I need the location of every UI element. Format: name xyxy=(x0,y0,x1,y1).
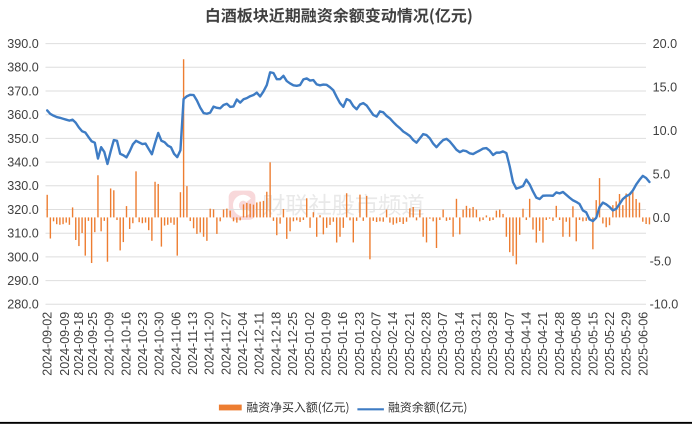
svg-text:2025-03-07: 2025-03-07 xyxy=(436,312,450,376)
svg-text:300.0: 300.0 xyxy=(7,250,39,264)
svg-text:2025-04-14: 2025-04-14 xyxy=(520,312,534,376)
svg-text:2024-10-23: 2024-10-23 xyxy=(136,312,150,376)
svg-text:2025-03-28: 2025-03-28 xyxy=(486,312,500,376)
svg-text:2024-09-25: 2024-09-25 xyxy=(86,312,100,376)
svg-text:2024-12-04: 2024-12-04 xyxy=(236,312,250,376)
svg-text:2024-10-09: 2024-10-09 xyxy=(103,312,117,376)
svg-text:280.0: 280.0 xyxy=(7,298,39,312)
svg-text:2024-12-25: 2024-12-25 xyxy=(286,312,300,376)
svg-text:380.0: 380.0 xyxy=(7,61,39,75)
svg-text:2025-05-29: 2025-05-29 xyxy=(620,312,634,376)
svg-text:340.0: 340.0 xyxy=(7,156,39,170)
svg-text:310.0: 310.0 xyxy=(7,227,39,241)
svg-text:2024-11-06: 2024-11-06 xyxy=(169,312,183,375)
svg-text:2025-03-14: 2025-03-14 xyxy=(453,312,467,376)
svg-text:2025-03-21: 2025-03-21 xyxy=(470,312,484,376)
svg-text:370.0: 370.0 xyxy=(7,84,39,98)
svg-text:2025-02-28: 2025-02-28 xyxy=(419,312,433,376)
svg-text:2024-11-27: 2024-11-27 xyxy=(219,312,233,375)
svg-text:2024-09-02: 2024-09-02 xyxy=(40,312,54,376)
svg-text:-5.0: -5.0 xyxy=(650,254,672,268)
svg-text:2024-10-16: 2024-10-16 xyxy=(119,312,133,376)
svg-text:0.0: 0.0 xyxy=(653,211,671,225)
svg-text:2024-11-13: 2024-11-13 xyxy=(186,312,200,375)
svg-text:330.0: 330.0 xyxy=(7,179,39,193)
svg-text:350.0: 350.0 xyxy=(7,132,39,146)
svg-text:390.0: 390.0 xyxy=(7,37,39,51)
svg-text:2025-02-21: 2025-02-21 xyxy=(403,312,417,376)
svg-text:2024-12-11: 2024-12-11 xyxy=(253,312,267,375)
svg-text:320.0: 320.0 xyxy=(7,203,39,217)
svg-text:2025-02-07: 2025-02-07 xyxy=(369,312,383,376)
svg-text:10.0: 10.0 xyxy=(653,124,678,138)
svg-text:360.0: 360.0 xyxy=(7,108,39,122)
svg-text:2024-10-30: 2024-10-30 xyxy=(153,312,167,376)
svg-text:2025-01-23: 2025-01-23 xyxy=(353,312,367,376)
svg-text:2025-01-02: 2025-01-02 xyxy=(303,312,317,376)
svg-text:2024-09-18: 2024-09-18 xyxy=(72,312,86,376)
svg-text:2025-01-16: 2025-01-16 xyxy=(336,312,350,376)
svg-text:2024-09-09: 2024-09-09 xyxy=(58,312,72,376)
svg-text:2024-11-20: 2024-11-20 xyxy=(203,312,217,375)
svg-text:2025-04-21: 2025-04-21 xyxy=(536,312,550,376)
svg-text:2025-04-07: 2025-04-07 xyxy=(503,312,517,376)
svg-text:2025-05-22: 2025-05-22 xyxy=(603,312,617,376)
svg-text:2025-01-09: 2025-01-09 xyxy=(319,312,333,376)
svg-text:2025-04-28: 2025-04-28 xyxy=(553,312,567,376)
svg-text:2025-05-15: 2025-05-15 xyxy=(586,312,600,376)
svg-text:290.0: 290.0 xyxy=(7,274,39,288)
svg-text:2025-02-14: 2025-02-14 xyxy=(386,312,400,376)
svg-text:2024-12-18: 2024-12-18 xyxy=(269,312,283,376)
svg-text:20.0: 20.0 xyxy=(653,37,678,51)
svg-text:2025-06-06: 2025-06-06 xyxy=(636,312,650,376)
svg-text:2025-05-08: 2025-05-08 xyxy=(570,312,584,376)
svg-text:5.0: 5.0 xyxy=(653,167,671,181)
svg-text:-10.0: -10.0 xyxy=(650,298,679,312)
svg-text:15.0: 15.0 xyxy=(653,80,678,94)
